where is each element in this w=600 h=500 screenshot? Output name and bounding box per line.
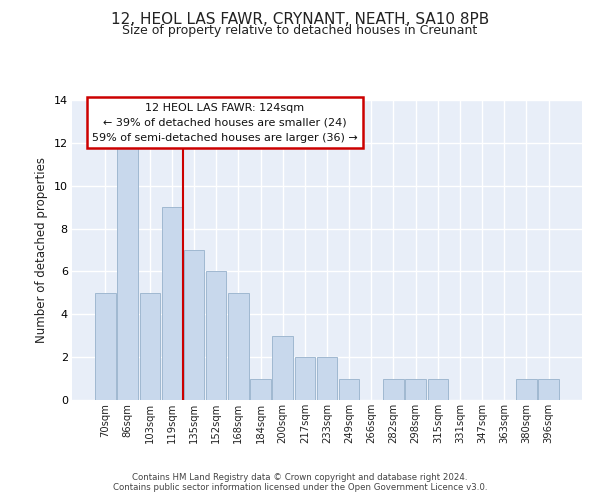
Bar — [161, 207, 182, 400]
Bar — [118, 143, 138, 400]
Bar — [538, 378, 559, 400]
Bar — [206, 272, 226, 400]
Bar — [317, 357, 337, 400]
Text: Contains HM Land Registry data © Crown copyright and database right 2024.
Contai: Contains HM Land Registry data © Crown c… — [113, 473, 487, 492]
Bar — [250, 378, 271, 400]
Bar — [383, 378, 404, 400]
Bar — [295, 357, 315, 400]
Y-axis label: Number of detached properties: Number of detached properties — [35, 157, 48, 343]
Bar — [339, 378, 359, 400]
Bar — [184, 250, 204, 400]
Bar — [95, 293, 116, 400]
Bar — [228, 293, 248, 400]
Text: 12 HEOL LAS FAWR: 124sqm
← 39% of detached houses are smaller (24)
59% of semi-d: 12 HEOL LAS FAWR: 124sqm ← 39% of detach… — [92, 103, 358, 142]
Bar — [516, 378, 536, 400]
Bar — [272, 336, 293, 400]
Text: 12, HEOL LAS FAWR, CRYNANT, NEATH, SA10 8PB: 12, HEOL LAS FAWR, CRYNANT, NEATH, SA10 … — [111, 12, 489, 28]
Text: Size of property relative to detached houses in Creunant: Size of property relative to detached ho… — [122, 24, 478, 37]
Bar — [428, 378, 448, 400]
Bar — [406, 378, 426, 400]
Bar — [140, 293, 160, 400]
